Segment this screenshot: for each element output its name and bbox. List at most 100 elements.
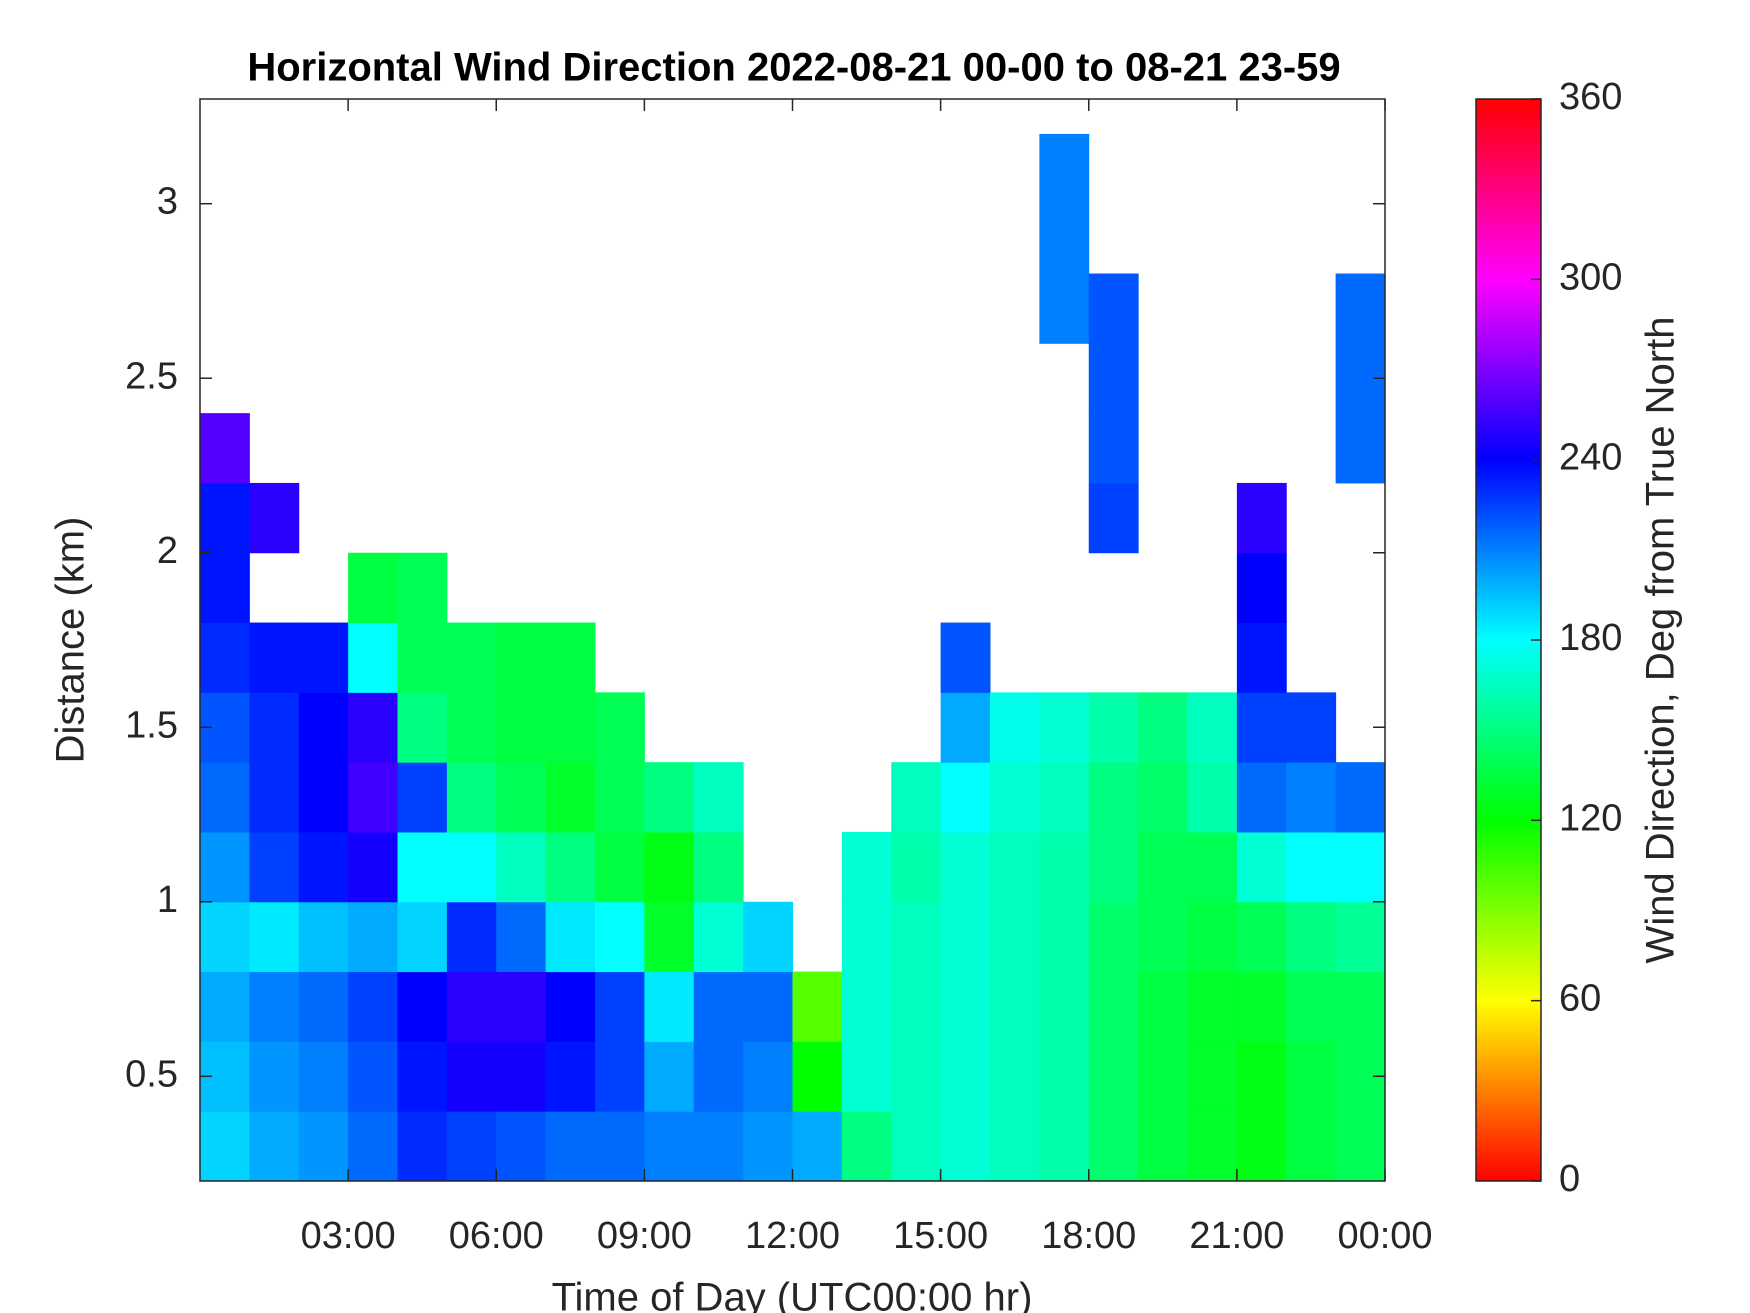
y-tick-label: 1: [157, 879, 178, 921]
heatmap-cell: [940, 901, 991, 973]
heatmap-cell: [1286, 831, 1337, 903]
heatmap-cell: [496, 1041, 547, 1112]
heatmap-cell: [298, 692, 349, 763]
heatmap-cell: [990, 1111, 1040, 1182]
heatmap-cell: [545, 831, 596, 903]
heatmap-cell: [743, 901, 793, 973]
heatmap-cell: [1236, 1111, 1287, 1182]
heatmap-cell: [1039, 203, 1090, 275]
heatmap-cell: [1286, 762, 1337, 833]
heatmap-cell: [1039, 692, 1090, 763]
heatmap-cell: [200, 831, 250, 903]
heatmap-cell: [496, 622, 547, 693]
heatmap-cell: [446, 1111, 497, 1182]
heatmap-cell: [595, 692, 645, 763]
heatmap-cell: [841, 1111, 892, 1182]
colorbar-tick-label: 360: [1559, 76, 1622, 118]
heatmap-cell: [1286, 1111, 1337, 1182]
heatmap-cell: [792, 1041, 843, 1112]
heatmap-cell: [249, 622, 300, 693]
heatmap-cell: [1236, 552, 1287, 624]
heatmap-cell: [891, 762, 942, 833]
heatmap-cell: [841, 831, 892, 903]
heatmap-cell: [1088, 1111, 1139, 1182]
heatmap-cell: [891, 901, 942, 973]
heatmap-cell: [496, 901, 547, 973]
heatmap-cell: [249, 1111, 300, 1182]
heatmap-cell: [1236, 762, 1287, 833]
heatmap-cell: [1335, 831, 1386, 903]
heatmap-cell: [545, 1111, 596, 1182]
colorbar-title: Wind Direction, Deg from True North: [1639, 317, 1683, 964]
heatmap-cell: [1138, 762, 1188, 833]
heatmap-cell: [1088, 343, 1139, 414]
heatmap-cell: [200, 971, 250, 1042]
heatmap-cell: [743, 1041, 793, 1112]
heatmap-cell: [1236, 971, 1287, 1042]
heatmap-cell: [644, 762, 695, 833]
heatmap-cell: [249, 971, 300, 1042]
heatmap-cell: [249, 831, 300, 903]
heatmap-cell: [990, 831, 1040, 903]
heatmap-cell: [990, 692, 1040, 763]
heatmap-cell: [249, 1041, 300, 1112]
heatmap-cell: [1088, 1041, 1139, 1112]
heatmap-cell: [1286, 1041, 1337, 1112]
heatmap-cell: [1187, 692, 1238, 763]
heatmap-cell: [1187, 831, 1238, 903]
y-axis-title: Distance (km): [49, 517, 93, 764]
heatmap-cell: [1088, 901, 1139, 973]
heatmap-cell: [1286, 901, 1337, 973]
heatmap-cell: [940, 762, 991, 833]
heatmap-cell: [249, 482, 300, 554]
heatmap-cell: [249, 762, 300, 833]
heatmap-cell: [841, 971, 892, 1042]
heatmap-cell: [397, 1111, 448, 1182]
y-tick-label: 0.5: [125, 1053, 178, 1095]
heatmap-cell: [1286, 971, 1337, 1042]
heatmap-cell: [1138, 901, 1188, 973]
heatmap-cell: [693, 1111, 744, 1182]
y-tick-label: 3: [157, 181, 178, 223]
colorbar-tick-label: 0: [1559, 1158, 1580, 1200]
heatmap-cell: [891, 1041, 942, 1112]
heatmap-cell: [397, 692, 448, 763]
heatmap-cell: [743, 971, 793, 1042]
heatmap-cell: [1138, 831, 1188, 903]
heatmap-cell: [397, 831, 448, 903]
heatmap: [200, 133, 1386, 1182]
heatmap-cell: [545, 901, 596, 973]
heatmap-cell: [1236, 692, 1287, 763]
heatmap-cell: [397, 622, 448, 693]
colorbar-tick-label: 180: [1559, 617, 1622, 659]
heatmap-cell: [1138, 692, 1188, 763]
heatmap-cell: [1335, 971, 1386, 1042]
heatmap-cell: [298, 1111, 349, 1182]
heatmap-cell: [545, 692, 596, 763]
heatmap-cell: [841, 901, 892, 973]
heatmap-cell: [1039, 1111, 1090, 1182]
heatmap-cell: [1088, 273, 1139, 344]
heatmap-cell: [200, 482, 250, 554]
heatmap-cell: [693, 1041, 744, 1112]
heatmap-cell: [1088, 762, 1139, 833]
x-axis-title: Time of Day (UTC00:00 hr): [552, 1276, 1033, 1313]
heatmap-cell: [496, 692, 547, 763]
heatmap-cell: [298, 1041, 349, 1112]
heatmap-cell: [348, 1041, 398, 1112]
heatmap-cell: [397, 1041, 448, 1112]
colorbar: [1475, 98, 1542, 1182]
heatmap-cell: [595, 971, 645, 1042]
heatmap-cell: [693, 831, 744, 903]
colorbar-tick-label: 300: [1559, 256, 1622, 298]
heatmap-cell: [200, 901, 250, 973]
heatmap-cell: [348, 552, 398, 624]
heatmap-cell: [545, 971, 596, 1042]
heatmap-cell: [298, 622, 349, 693]
heatmap-cell: [1236, 622, 1287, 693]
heatmap-cell: [1187, 1041, 1238, 1112]
heatmap-cell: [891, 1111, 942, 1182]
heatmap-cell: [1187, 901, 1238, 973]
heatmap-cell: [348, 692, 398, 763]
heatmap-cell: [940, 831, 991, 903]
